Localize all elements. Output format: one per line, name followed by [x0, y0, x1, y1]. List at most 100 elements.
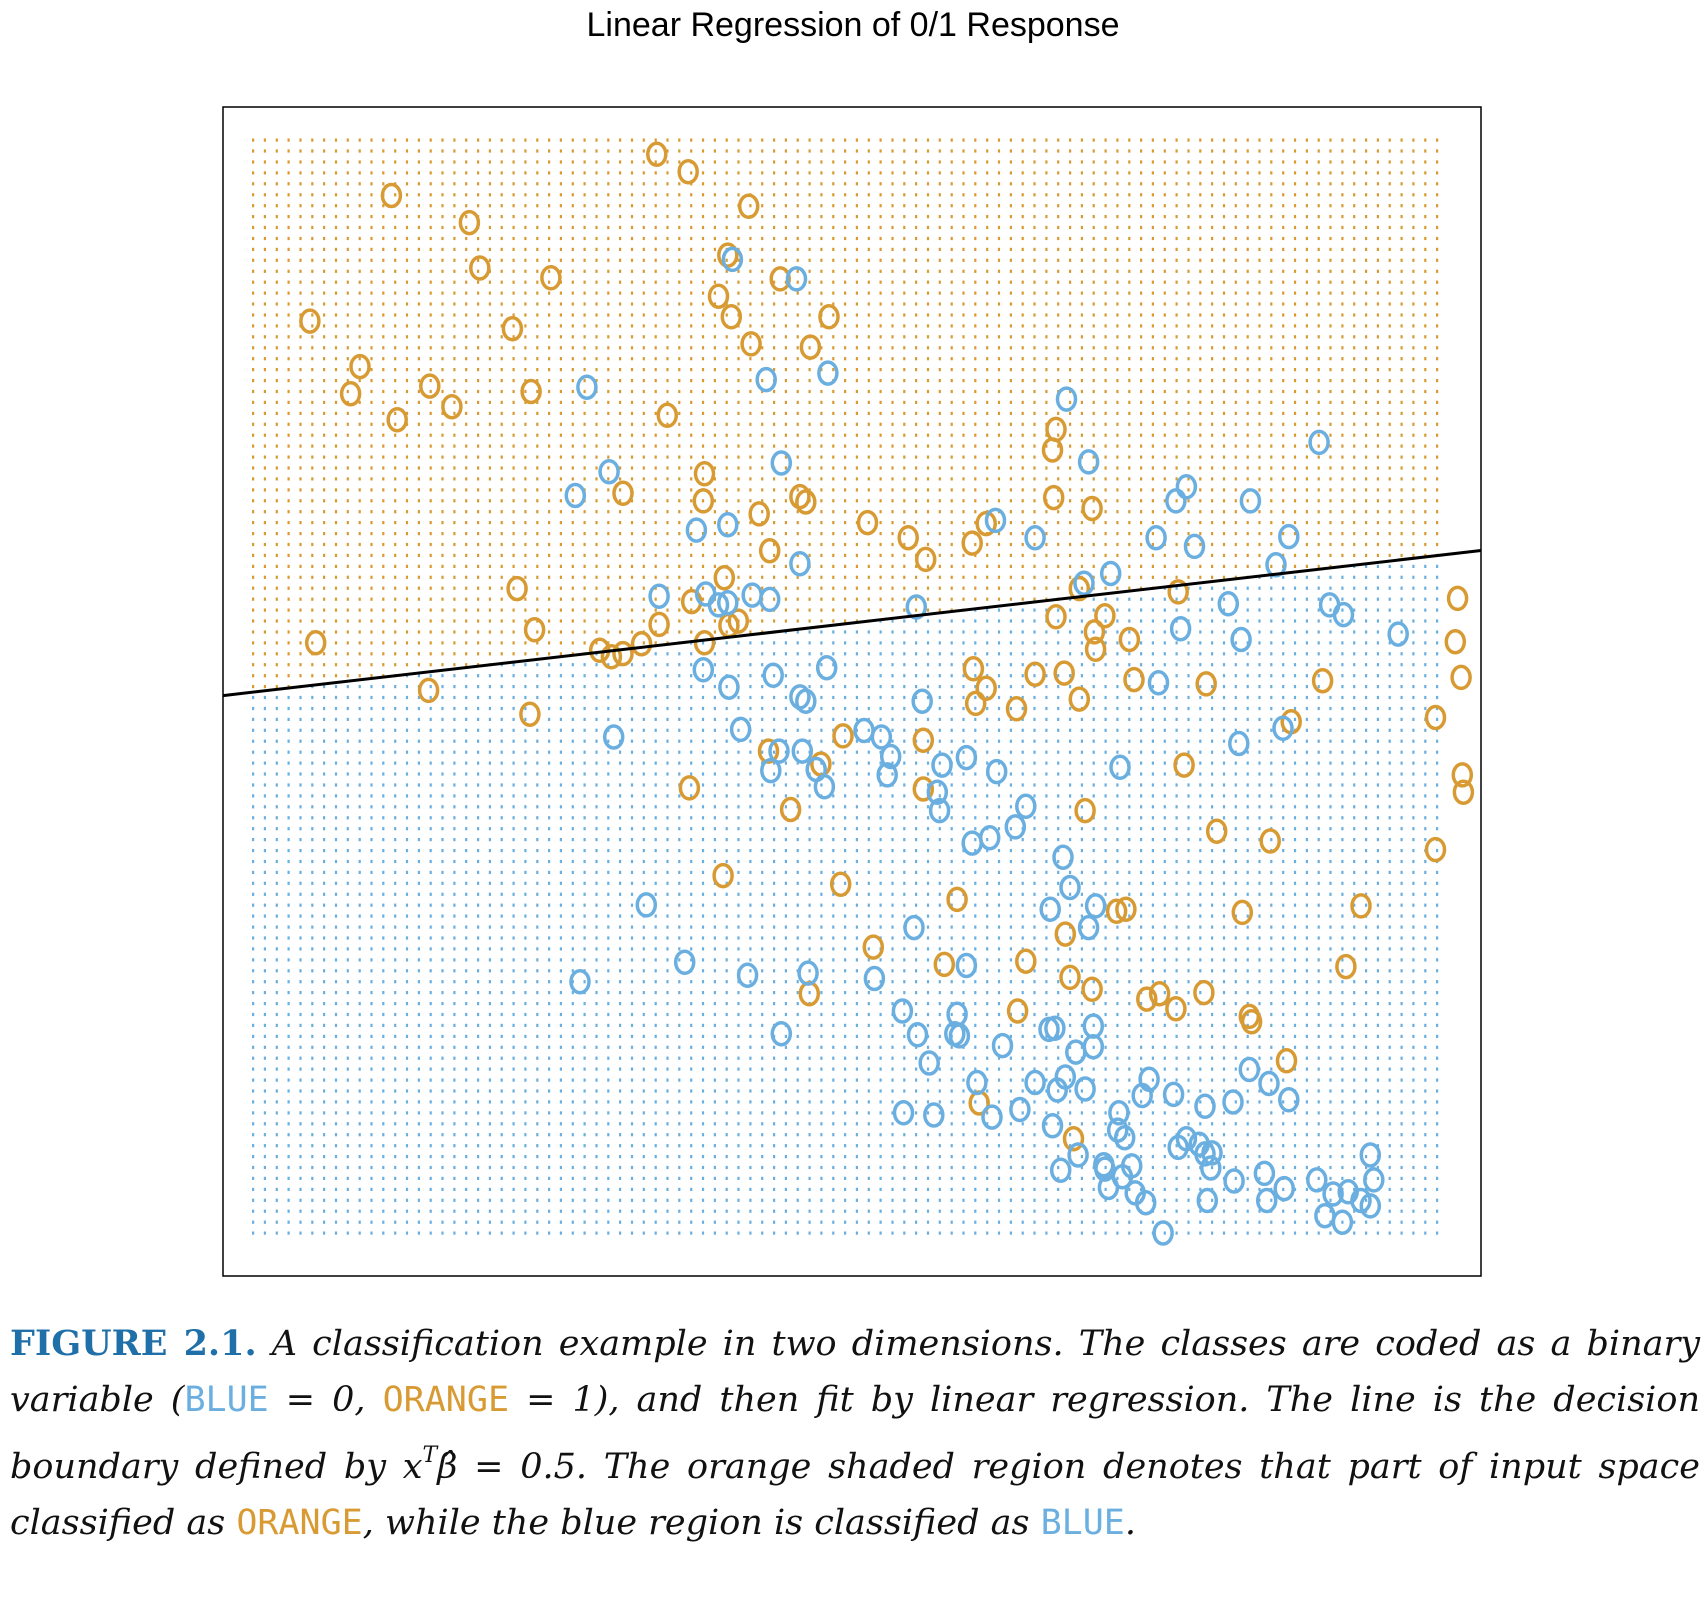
mesh-dot	[725, 379, 728, 383]
mesh-dot	[275, 335, 278, 339]
mesh-dot	[690, 564, 693, 568]
mesh-dot	[287, 1187, 290, 1191]
mesh-dot	[571, 247, 574, 251]
mesh-dot	[619, 1155, 622, 1159]
mesh-dot	[784, 728, 787, 732]
mesh-dot	[761, 335, 764, 339]
mesh-dot	[441, 1067, 444, 1071]
mesh-dot	[287, 1198, 290, 1202]
mesh-dot	[630, 379, 634, 383]
mesh-dot	[595, 674, 598, 678]
mesh-dot	[690, 258, 693, 262]
mesh-dot	[453, 368, 456, 372]
mesh-dot	[749, 849, 752, 853]
mesh-dot	[417, 444, 420, 448]
mesh-dot	[630, 991, 634, 995]
mesh-dot	[287, 335, 290, 339]
mesh-dot	[465, 510, 468, 514]
mesh-dot	[820, 357, 823, 361]
mesh-dot	[477, 564, 480, 568]
mesh-dot	[773, 783, 776, 787]
mesh-dot	[654, 521, 657, 525]
mesh-dot	[536, 1034, 539, 1038]
mesh-dot	[737, 1209, 740, 1213]
mesh-dot	[477, 477, 480, 481]
mesh-dot	[346, 575, 349, 579]
mesh-dot	[263, 400, 266, 404]
mesh-dot	[299, 433, 302, 437]
mesh-dot	[654, 291, 657, 295]
mesh-dot	[275, 149, 278, 153]
mesh-dot	[820, 608, 823, 612]
mesh-dot	[323, 1231, 326, 1235]
mesh-dot	[488, 947, 491, 951]
mesh-dot	[334, 324, 338, 328]
mesh-dot	[500, 1176, 503, 1180]
mesh-dot	[630, 1067, 634, 1071]
mesh-dot	[619, 1165, 622, 1170]
mesh-dot	[263, 750, 266, 754]
mesh-dot	[287, 313, 290, 317]
mesh-dot	[465, 586, 468, 590]
mesh-dot	[619, 925, 622, 929]
mesh-dot	[417, 215, 420, 219]
mesh-dot	[713, 302, 716, 306]
mesh-dot	[382, 1002, 385, 1006]
mesh-dot	[263, 477, 266, 481]
mesh-dot	[725, 1002, 728, 1006]
mesh-dot	[725, 903, 728, 907]
mesh-dot	[488, 685, 491, 689]
mesh-dot	[725, 663, 728, 667]
mesh-dot	[252, 1176, 255, 1180]
mesh-dot	[275, 641, 278, 645]
mesh-dot	[619, 444, 622, 448]
mesh-dot	[323, 400, 326, 404]
mesh-dot	[536, 1023, 539, 1027]
mesh-dot	[299, 717, 302, 721]
mesh-dot	[678, 575, 681, 579]
mesh-dot	[654, 1231, 657, 1235]
mesh-dot	[784, 1056, 787, 1060]
mesh-dot	[394, 750, 397, 754]
mesh-dot	[311, 728, 314, 732]
mesh-dot	[678, 335, 681, 339]
mesh-dot	[701, 903, 705, 907]
mesh-dot	[311, 575, 314, 579]
mesh-dot	[583, 433, 586, 437]
mesh-dot	[820, 980, 823, 984]
mesh-dot	[275, 324, 278, 328]
mesh-dot	[488, 608, 491, 612]
mesh-dot	[654, 422, 657, 426]
mesh-dot	[725, 335, 728, 339]
mesh-dot	[666, 1012, 669, 1017]
mesh-dot	[429, 1045, 432, 1049]
mesh-dot	[571, 739, 574, 743]
mesh-dot	[607, 488, 610, 492]
mesh-dot	[453, 794, 456, 798]
mesh-dot	[252, 236, 255, 241]
mesh-dot	[429, 236, 432, 241]
mesh-dot	[299, 510, 302, 514]
mesh-dot	[666, 379, 669, 383]
mesh-dot	[654, 969, 657, 973]
mesh-dot	[334, 881, 338, 885]
mesh-dot	[299, 750, 302, 754]
mesh-dot	[287, 641, 290, 645]
mesh-dot	[263, 302, 266, 306]
mesh-dot	[311, 849, 314, 853]
mesh-dot	[417, 728, 420, 732]
mesh-dot	[595, 564, 598, 568]
mesh-dot	[465, 1111, 468, 1115]
mesh-dot	[334, 991, 338, 995]
mesh-dot	[263, 925, 266, 929]
mesh-dot	[701, 138, 705, 142]
mesh-dot	[370, 225, 373, 230]
mesh-dot	[832, 510, 835, 514]
mesh-dot	[654, 892, 657, 896]
mesh-dot	[654, 368, 657, 372]
mesh-dot	[666, 827, 669, 831]
mesh-dot	[690, 1089, 693, 1093]
mesh-dot	[678, 346, 681, 350]
mesh-dot	[808, 324, 811, 328]
mesh-dot	[701, 564, 705, 568]
